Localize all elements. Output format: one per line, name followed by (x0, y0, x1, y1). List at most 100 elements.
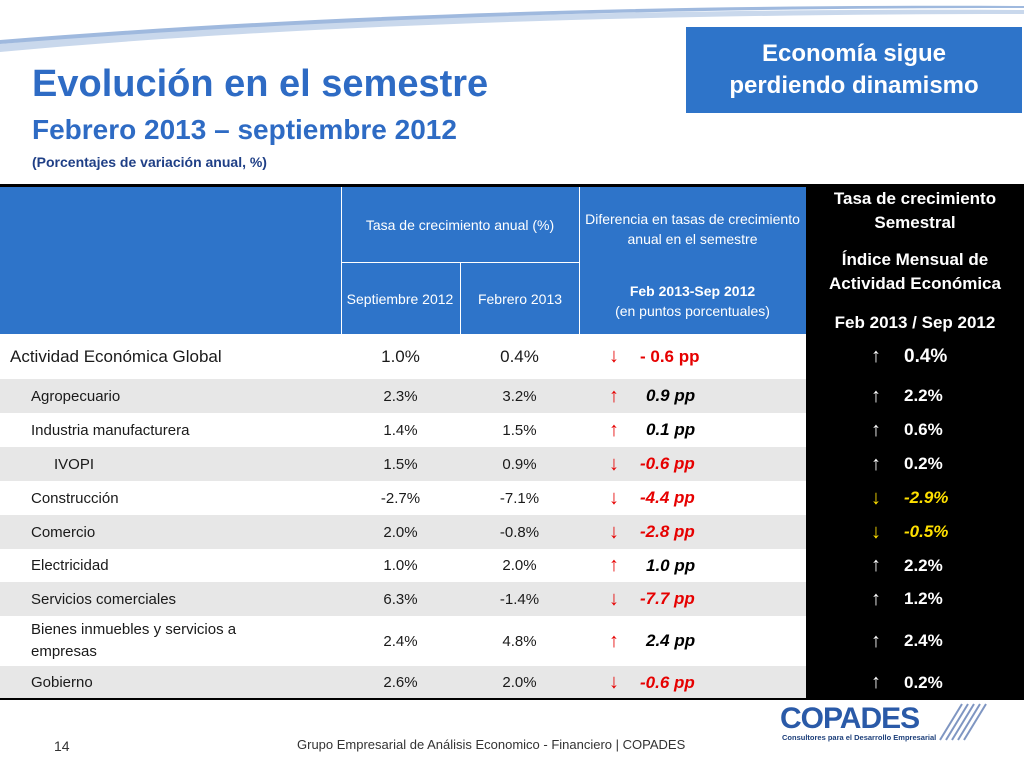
value-feb-2013: 2.0% (502, 674, 537, 691)
col-header-semester: Tasa de crecimiento Semestral (833, 189, 997, 232)
svg-text:COPADES: COPADES (780, 702, 919, 735)
semester-value: -2.9% (904, 488, 949, 507)
col-header-imae: Índice Mensual de Actividad Económica (829, 250, 1001, 293)
difference-value: 1.0 pp (646, 555, 696, 575)
sector-name: Construcción (31, 489, 119, 507)
arrow-down-icon: ↓ (609, 587, 619, 610)
semester-value: 1.2% (904, 589, 943, 608)
page-subtitle: Febrero 2013 – septiembre 2012 (32, 114, 457, 145)
value-sep-2012: 1.5% (383, 455, 418, 473)
difference-value: 0.9 pp (646, 386, 696, 405)
table-top-rule (0, 184, 1024, 187)
arrow-up-icon: ↑ (871, 452, 881, 475)
difference-value: -4.4 pp (640, 488, 695, 507)
arrow-up-icon: ↑ (609, 629, 619, 652)
difference-pp: ↓ -4.4 pp (600, 481, 780, 515)
table-row (0, 447, 806, 481)
value-sep-2012: 6.3% (383, 590, 418, 608)
col-header-diff: Diferencia en tasas de crecimiento anual… (585, 211, 800, 247)
value-feb-2013: -7.1% (499, 489, 540, 507)
semester-value: 0.4% (904, 345, 948, 367)
copades-logo: COPADES Consultores para el Desarrollo E… (780, 702, 987, 742)
arrow-down-icon: ↓ (609, 520, 619, 543)
col-header-diff-period: Feb 2013-Sep 2012 (629, 283, 756, 299)
difference-value: -0.6 pp (640, 454, 695, 473)
sector-name: Industria manufacturera (31, 421, 190, 439)
page-number: 14 (54, 738, 70, 754)
callout-box: Economía sigue perdiendo dinamismo (686, 27, 1022, 113)
difference-pp: ↑ 0.1 pp (600, 413, 780, 447)
header-divider (579, 187, 580, 334)
difference-pp: ↑ 2.4 pp (600, 616, 780, 666)
difference-value: -2.8 pp (640, 522, 695, 541)
sector-name: Agropecuario (31, 387, 121, 405)
table-header (0, 187, 806, 334)
table-row (0, 666, 806, 699)
table-row (0, 413, 806, 447)
value-sep-2012: 1.0% (383, 557, 418, 574)
difference-pp: ↓ -0.6 pp (600, 447, 780, 481)
arrow-up-icon: ↑ (609, 384, 619, 407)
semester-value: 0.2% (904, 454, 943, 473)
footer-text: Grupo Empresarial de Análisis Economico … (297, 737, 686, 752)
table-row (0, 481, 806, 515)
semester-growth: ↑ 0.2% (806, 447, 1024, 481)
arrow-up-icon: ↑ (871, 629, 881, 652)
page-title: Evolución en el semestre (32, 63, 489, 105)
units-note: (Porcentajes de variación anual, %) (32, 154, 267, 170)
value-sep-2012: 2.4% (383, 632, 418, 650)
semester-growth: ↑ 0.2% (806, 666, 1024, 699)
semester-value: 2.2% (904, 555, 943, 575)
callout-text: Economía sigue perdiendo dinamismo (729, 40, 979, 99)
value-feb-2013: 0.9% (502, 455, 537, 473)
value-feb-2013: -0.8% (499, 523, 540, 541)
sector-name: Comercio (31, 523, 96, 541)
semester-value: 0.6% (904, 420, 943, 439)
value-feb-2013: -1.4% (499, 590, 540, 608)
semester-growth: ↑ 2.2% (806, 549, 1024, 582)
arrow-up-icon: ↑ (871, 418, 881, 441)
arrow-down-icon: ↓ (609, 671, 619, 693)
semester-growth: ↑ 2.2% (806, 379, 1024, 413)
svg-text:Consultores para el Desarrollo: Consultores para el Desarrollo Empresari… (782, 733, 936, 742)
arrow-up-icon: ↑ (871, 554, 881, 576)
difference-value: -0.6 pp (640, 672, 695, 692)
semester-column (806, 187, 1024, 698)
difference-value: - 0.6 pp (640, 346, 700, 366)
sector-name: Electricidad (31, 557, 109, 574)
arrow-up-icon: ↑ (609, 554, 619, 576)
difference-value: 0.1 pp (646, 420, 696, 439)
value-sep-2012: 1.4% (383, 421, 418, 439)
value-sep-2012: 2.6% (383, 674, 418, 691)
arrow-down-icon: ↓ (609, 486, 619, 509)
difference-pp: ↓ - 0.6 pp (600, 334, 780, 379)
arrow-up-icon: ↑ (609, 418, 619, 441)
difference-pp: ↑ 1.0 pp (600, 549, 780, 582)
arrow-down-icon: ↓ (609, 345, 619, 367)
arrow-down-icon: ↓ (609, 452, 619, 475)
header-divider (341, 187, 342, 334)
table-row (0, 582, 806, 616)
semester-growth: ↓ -0.5% (806, 515, 1024, 549)
sector-name: Gobierno (31, 674, 93, 691)
value-feb-2013: 1.5% (502, 421, 537, 439)
semester-value: -0.5% (904, 522, 949, 541)
col-header-feb: Febrero 2013 (477, 291, 563, 307)
value-sep-2012: -2.7% (380, 489, 421, 507)
difference-pp: ↓ -0.6 pp (600, 666, 780, 699)
arrow-up-icon: ↑ (871, 345, 881, 367)
semester-growth: ↑ 0.4% (806, 334, 1024, 379)
arrow-up-icon: ↑ (871, 384, 881, 407)
value-sep-2012: 2.3% (383, 387, 418, 405)
value-feb-2013: 3.2% (502, 387, 537, 405)
semester-growth: ↓ -2.9% (806, 481, 1024, 515)
table-row (0, 515, 806, 549)
col-header-diff-units: (en puntos porcentuales) (615, 303, 770, 319)
arrow-down-icon: ↓ (871, 486, 881, 509)
difference-value: -7.7 pp (640, 589, 695, 608)
difference-pp: ↓ -7.7 pp (600, 582, 780, 616)
col-header-semester-period: Feb 2013 / Sep 2012 (834, 313, 996, 332)
semester-value: 0.2% (904, 672, 943, 692)
arrow-up-icon: ↑ (871, 587, 881, 610)
table-row (0, 616, 806, 666)
